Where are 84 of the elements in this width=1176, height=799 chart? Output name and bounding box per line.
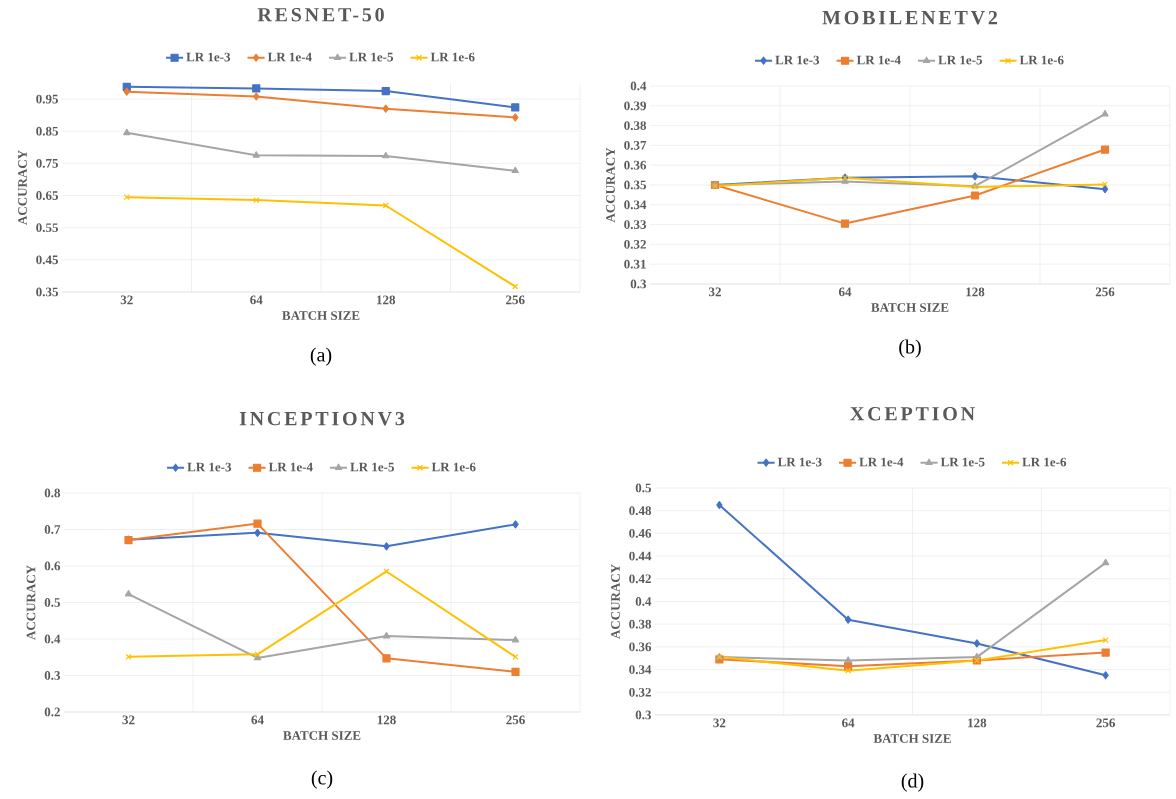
y-tick-label: 0.45 — [36, 255, 58, 265]
x-tick-label: 128 — [968, 718, 987, 728]
x-tick-label: 256 — [506, 715, 525, 725]
x-tick-label: 64 — [842, 718, 855, 728]
x-tick-label: 64 — [838, 287, 852, 297]
x-tick-label: 128 — [377, 295, 396, 305]
legend-label: LR 1e-6 — [431, 462, 476, 472]
y-tick-label: 0.36 — [629, 642, 652, 652]
y-tick-label: 0.3 — [630, 279, 647, 289]
x-axis-title: BATCH SIZE — [283, 731, 361, 740]
y-tick-label: 0.5 — [44, 598, 60, 607]
y-tick-label: 0.48 — [629, 506, 652, 516]
y-tick-label: 0.4 — [44, 634, 61, 644]
x-tick-label: 64 — [250, 295, 263, 305]
y-tick-label: 0.33 — [624, 220, 647, 229]
legend-label: LR 1e-3 — [186, 52, 231, 62]
y-tick-label: 0.31 — [624, 259, 646, 269]
x-tick-label: 256 — [1095, 287, 1115, 297]
y-tick-label: 0.5 — [635, 483, 651, 493]
legend-label: LR 1e-5 — [349, 52, 393, 62]
y-axis-title: ACCURACY — [18, 150, 27, 225]
y-tick-label: 0.42 — [629, 574, 651, 584]
y-tick-label: 0.46 — [629, 528, 652, 538]
legend-label: LR 1e-4 — [268, 462, 313, 472]
legend-label: LR 1e-4 — [856, 55, 901, 65]
chart-title: RESNET-50 — [257, 7, 384, 22]
y-axis-title: ACCURACY — [26, 565, 36, 640]
legend-label: LR 1e-5 — [940, 457, 985, 467]
x-tick-label: 32 — [120, 295, 133, 305]
y-tick-label: 0.34 — [624, 200, 647, 210]
legend-label: LR 1e-5 — [938, 55, 982, 65]
y-tick-label: 0.44 — [629, 551, 652, 561]
y-axis-title: ACCURACY — [606, 147, 615, 223]
text: (c) — [311, 770, 333, 789]
legend-label: LR 1e-3 — [775, 55, 820, 65]
legend-label: LR 1e-6 — [1019, 55, 1064, 65]
legend-label: LR 1e-3 — [777, 457, 822, 467]
y-tick-label: 0.38 — [629, 619, 652, 629]
y-tick-label: 0.3 — [635, 710, 652, 720]
chart-title: XCEPTION — [850, 407, 975, 421]
chart-title: INCEPTIONV3 — [239, 411, 405, 426]
legend-label: LR 1e-4 — [267, 52, 312, 62]
x-axis-title: BATCH SIZE — [282, 311, 360, 320]
x-tick-label: 256 — [1096, 718, 1115, 728]
text: (d) — [901, 773, 924, 792]
y-tick-label: 0.32 — [629, 687, 651, 697]
y-tick-label: 0.7 — [44, 525, 61, 534]
y-tick-label: 0.4 — [630, 81, 647, 91]
legend-label: LR 1e-5 — [350, 462, 394, 472]
legend-label: LR 1e-3 — [187, 462, 232, 472]
y-tick-label: 0.55 — [36, 223, 58, 233]
y-tick-label: 0.38 — [624, 121, 647, 130]
legend-label: LR 1e-6 — [430, 52, 475, 62]
y-axis-title: ACCURACY — [611, 564, 620, 639]
y-tick-label: 0.2 — [44, 707, 60, 717]
y-tick-label: 0.85 — [36, 126, 58, 136]
y-tick-label: 0.37 — [624, 140, 647, 150]
y-tick-label: 0.6 — [44, 561, 61, 571]
y-tick-label: 0.36 — [624, 160, 647, 170]
text: (a) — [310, 347, 332, 366]
x-axis-title: BATCH SIZE — [873, 734, 951, 743]
y-tick-label: 0.35 — [624, 180, 646, 190]
legend-label: LR 1e-6 — [1022, 457, 1067, 467]
y-tick-label: 0.75 — [36, 158, 58, 168]
x-tick-label: 256 — [506, 295, 525, 305]
y-tick-label: 0.3 — [44, 671, 61, 680]
x-tick-label: 32 — [122, 715, 135, 725]
x-tick-label: 32 — [708, 287, 721, 297]
y-tick-label: 0.4 — [635, 597, 652, 606]
x-tick-label: 32 — [713, 718, 726, 728]
x-tick-label: 128 — [966, 287, 985, 297]
y-tick-label: 0.35 — [36, 287, 58, 297]
x-tick-label: 128 — [377, 715, 396, 725]
y-tick-label: 0.95 — [36, 94, 58, 104]
x-tick-label: 64 — [251, 715, 264, 725]
y-tick-label: 0.34 — [629, 665, 652, 674]
y-tick-label: 0.65 — [36, 191, 58, 200]
y-tick-label: 0.8 — [44, 488, 61, 498]
x-axis-title: BATCH SIZE — [871, 303, 949, 312]
legend-label: LR 1e-4 — [859, 457, 904, 467]
y-tick-label: 0.32 — [624, 239, 646, 249]
text: (b) — [899, 339, 921, 358]
y-tick-label: 0.39 — [624, 101, 647, 111]
chart-title: MOBILENETV2 — [822, 10, 998, 25]
